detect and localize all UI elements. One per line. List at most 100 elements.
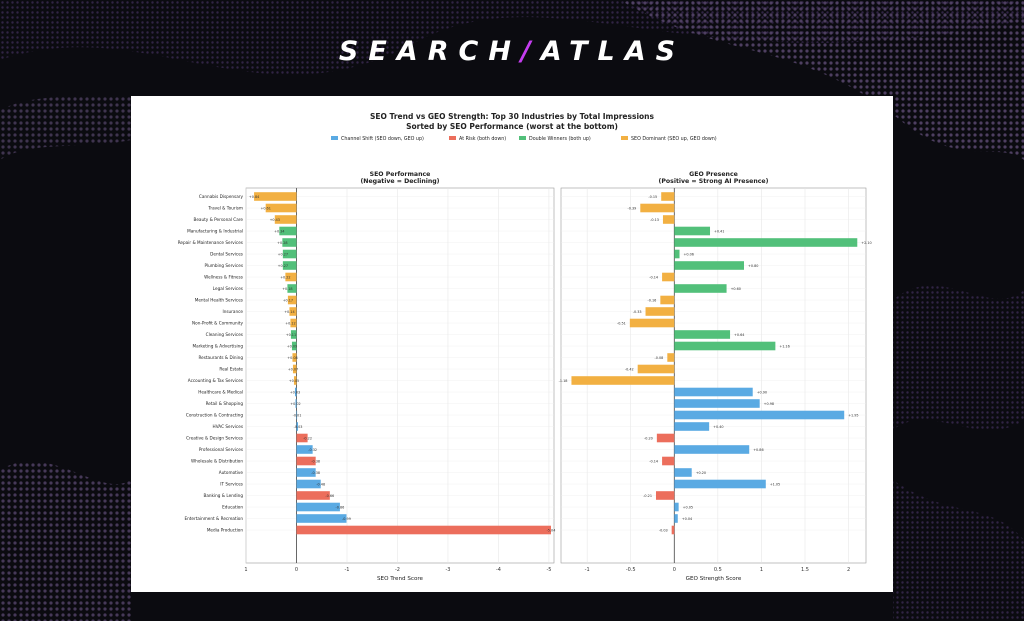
panel-0-title: SEO Performance xyxy=(370,171,431,178)
bar-geo xyxy=(674,341,776,351)
category-label: Professional Services xyxy=(199,447,243,452)
category-label: Banking & Lending xyxy=(203,493,243,498)
category-label: Non-Profit & Community xyxy=(192,321,243,326)
panel-1-subtitle: (Positive = Strong AI Presence) xyxy=(659,178,769,185)
bar-seo xyxy=(285,272,297,282)
bar-seo xyxy=(274,215,297,224)
chart-title: SEO Trend vs GEO Strength: Top 30 Indust… xyxy=(370,112,654,121)
bar-geo xyxy=(674,410,845,420)
category-label: Education xyxy=(222,505,243,510)
category-label: Real Estate xyxy=(219,367,243,372)
bar-value-label: +2.10 xyxy=(861,241,871,245)
bar-value-label: +0.11 xyxy=(286,333,296,337)
bar-seo xyxy=(292,364,297,374)
bar-value-label: +0.12 xyxy=(285,321,295,325)
legend-label-double_winners: Double Winners (both up) xyxy=(529,136,591,142)
bar-geo xyxy=(674,261,744,270)
panel-1-tick-label: 2 xyxy=(847,567,850,573)
category-label: Cleaning Services xyxy=(206,332,243,337)
bar-value-label: +0.64 xyxy=(734,333,744,337)
bar-value-label: -5.04 xyxy=(547,528,556,532)
bar-seo xyxy=(296,491,330,500)
bar-value-label: +0.09 xyxy=(287,344,297,348)
bar-value-label: +0.08 xyxy=(287,356,297,360)
legend-swatch-at_risk xyxy=(449,136,456,140)
bar-value-label: -0.22 xyxy=(303,436,312,440)
bar-seo xyxy=(296,422,299,431)
bar-value-label: -0.38 xyxy=(311,459,320,463)
bar-value-label: +0.43 xyxy=(270,218,280,222)
category-label: Accounting & Tax Services xyxy=(188,378,243,383)
bar-value-label: +0.14 xyxy=(284,310,294,314)
bar-value-label: +0.80 xyxy=(748,264,758,268)
bar-seo xyxy=(265,203,297,213)
bar-value-label: +0.05 xyxy=(289,379,299,383)
panel-0-tick-label: -1 xyxy=(344,567,349,573)
bar-value-label: -0.42 xyxy=(625,367,634,371)
bar-geo xyxy=(660,295,675,305)
bar-seo xyxy=(293,376,297,385)
bar-seo xyxy=(292,353,297,362)
bar-seo xyxy=(296,456,316,466)
category-label: Legal Services xyxy=(213,286,243,291)
bar-geo xyxy=(662,456,675,466)
panel-1-xlabel: GEO Strength Score xyxy=(686,576,742,582)
bar-seo xyxy=(279,226,297,236)
category-label: Dental Services xyxy=(210,252,243,257)
bar-geo xyxy=(645,307,675,316)
category-label: IT Services xyxy=(220,482,243,487)
bar-value-label: -0.66 xyxy=(325,494,334,498)
bar-geo xyxy=(674,238,858,247)
bar-value-label: +0.60 xyxy=(731,287,741,291)
bar-value-label: +0.06 xyxy=(684,252,694,256)
category-label: Wholesale & Distribution xyxy=(191,459,243,464)
category-label: Automotive xyxy=(219,470,244,475)
bar-geo xyxy=(674,468,692,477)
panel-1-tick-label: 0.5 xyxy=(714,567,722,573)
bar-value-label: +0.34 xyxy=(274,229,284,233)
panel-frame-0 xyxy=(245,187,555,564)
bar-geo xyxy=(662,215,675,224)
bar-value-label: -0.13 xyxy=(650,218,659,222)
category-label: Cannabis Dispensary xyxy=(199,194,244,199)
bar-seo xyxy=(296,502,340,512)
bar-geo xyxy=(662,272,675,282)
bar-geo xyxy=(674,399,760,408)
bar-geo xyxy=(637,364,675,374)
bar-seo xyxy=(296,468,316,477)
panel-0-tick-label: -5 xyxy=(546,567,551,573)
bar-geo xyxy=(674,226,711,236)
bar-value-label: +1.16 xyxy=(779,344,789,348)
bar-value-label: -0.16 xyxy=(648,298,657,302)
bar-value-label: +0.20 xyxy=(696,471,706,475)
panel-0-tick-label: -2 xyxy=(395,567,400,573)
panel-frame-1 xyxy=(560,187,867,564)
bar-seo xyxy=(296,514,347,523)
category-label: Retail & Shopping xyxy=(206,401,244,406)
panel-0-tick-label: -3 xyxy=(445,567,450,573)
bar-value-label: +0.07 xyxy=(288,367,298,371)
bar-seo xyxy=(289,307,297,316)
bar-value-label: +0.02 xyxy=(290,402,300,406)
bar-geo xyxy=(640,203,675,213)
bar-seo xyxy=(287,284,297,293)
bar-geo xyxy=(671,525,675,535)
bar-value-label: +0.27 xyxy=(278,264,288,268)
bar-value-label: +0.98 xyxy=(764,402,774,406)
bar-seo xyxy=(296,479,321,489)
bar-value-label: +0.18 xyxy=(282,287,292,291)
category-label: Mental Health Services xyxy=(195,298,243,303)
category-label: Media Production xyxy=(207,528,244,533)
bar-value-label: +0.90 xyxy=(757,390,767,394)
bar-value-label: -0.32 xyxy=(308,448,317,452)
bar-value-label: -0.01 xyxy=(293,413,302,417)
category-label: Travel & Tourism xyxy=(207,206,243,211)
bar-seo xyxy=(290,318,297,328)
bar-value-label: -0.08 xyxy=(655,356,664,360)
bar-value-label: +0.40 xyxy=(713,425,723,429)
panel-1-title: GEO Presence xyxy=(689,171,738,178)
bar-value-label: +1.95 xyxy=(848,413,858,417)
bar-value-label: +0.04 xyxy=(682,517,692,521)
bar-value-label: -0.14 xyxy=(649,459,658,463)
